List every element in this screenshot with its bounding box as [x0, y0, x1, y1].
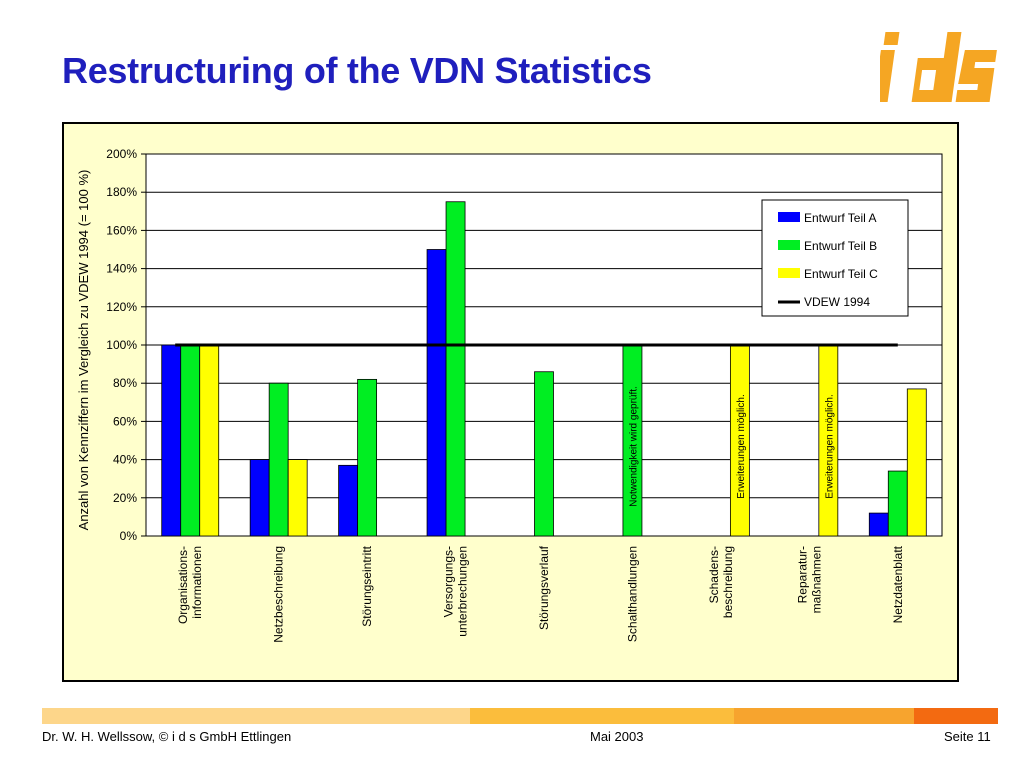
x-tick-label: unterbrechungen — [456, 546, 470, 637]
y-tick-label: 180% — [106, 185, 137, 199]
x-tick-label: Netzdatenblatt — [891, 545, 905, 623]
legend-label: VDEW 1994 — [804, 295, 870, 309]
footer-bar-segment-2 — [470, 708, 734, 724]
bar — [445, 201, 466, 537]
x-tick-label: Reparatur- — [795, 546, 809, 603]
bar — [287, 459, 308, 537]
y-tick-label: 80% — [113, 376, 137, 390]
legend-swatch — [778, 240, 800, 250]
x-tick-label: Netzbeschreibung — [272, 546, 286, 643]
x-tick-label: Versorgungs- — [442, 546, 456, 617]
x-tick-label: maßnahmen — [809, 546, 823, 613]
bar — [357, 378, 378, 537]
bar — [180, 344, 201, 537]
bar — [887, 470, 908, 537]
bar-annotation: Erweiterungen möglich. — [824, 394, 835, 499]
bar — [426, 249, 447, 537]
legend-swatch — [778, 212, 800, 222]
x-tick-label: Schalthandlungen — [625, 546, 639, 642]
bar — [338, 464, 359, 537]
legend-label: Entwurf Teil A — [804, 211, 876, 225]
y-tick-label: 40% — [113, 453, 137, 467]
chart-frame: 0% 20% 40% 60% 80% 100% 120% 140% 160% 180% 200% An… — [62, 122, 959, 682]
x-tick-label: Störungsverlauf — [537, 545, 551, 630]
footer-date: Mai 2003 — [590, 729, 644, 744]
slide-title: Restructuring of the VDN Statistics — [62, 50, 652, 91]
x-tick-label: informationen — [190, 546, 204, 619]
y-tick-label: 60% — [113, 414, 137, 428]
y-tick-label: 160% — [106, 223, 137, 237]
footer-bar-segment-4 — [914, 708, 998, 724]
bar-chart: 0% 20% 40% 60% 80% 100% 120% 140% 160% 180% 200% An… — [76, 147, 943, 643]
ids-logo — [880, 32, 997, 102]
footer-page-number: Seite 11 — [944, 729, 991, 744]
bar — [161, 344, 182, 537]
bar — [868, 512, 889, 537]
y-tick-label: 0% — [120, 529, 138, 543]
legend-label: Entwurf Teil C — [804, 267, 878, 281]
bar — [268, 382, 289, 537]
footer-author: Dr. W. H. Wellssow, © i d s GmbH Ettling… — [42, 729, 292, 744]
x-tick-label: beschreibung — [721, 546, 735, 618]
bar-annotation: Notwendigkeit wird geprüft. — [628, 386, 639, 507]
bar — [534, 371, 554, 537]
y-tick-label: 200% — [106, 147, 137, 161]
legend-label: Entwurf Teil B — [804, 239, 877, 253]
y-axis-label: Anzahl von Kennziffern im Vergleich zu V… — [76, 170, 91, 531]
bar — [906, 388, 927, 537]
x-tick-label: Störungseintritt — [360, 545, 374, 626]
x-tick-label: Schadens- — [707, 546, 721, 603]
footer-bar-segment-3 — [734, 708, 914, 724]
y-tick-label: 120% — [106, 300, 137, 314]
bar-annotation: Erweiterungen möglich. — [736, 394, 747, 499]
y-tick-label: 100% — [106, 338, 137, 352]
footer-bar-segment-1 — [42, 708, 470, 724]
legend-swatch — [778, 268, 800, 278]
y-tick-label: 140% — [106, 262, 137, 276]
bar — [199, 344, 220, 537]
bar — [249, 459, 270, 537]
x-tick-label: Organisations- — [176, 546, 190, 624]
y-tick-label: 20% — [113, 491, 137, 505]
